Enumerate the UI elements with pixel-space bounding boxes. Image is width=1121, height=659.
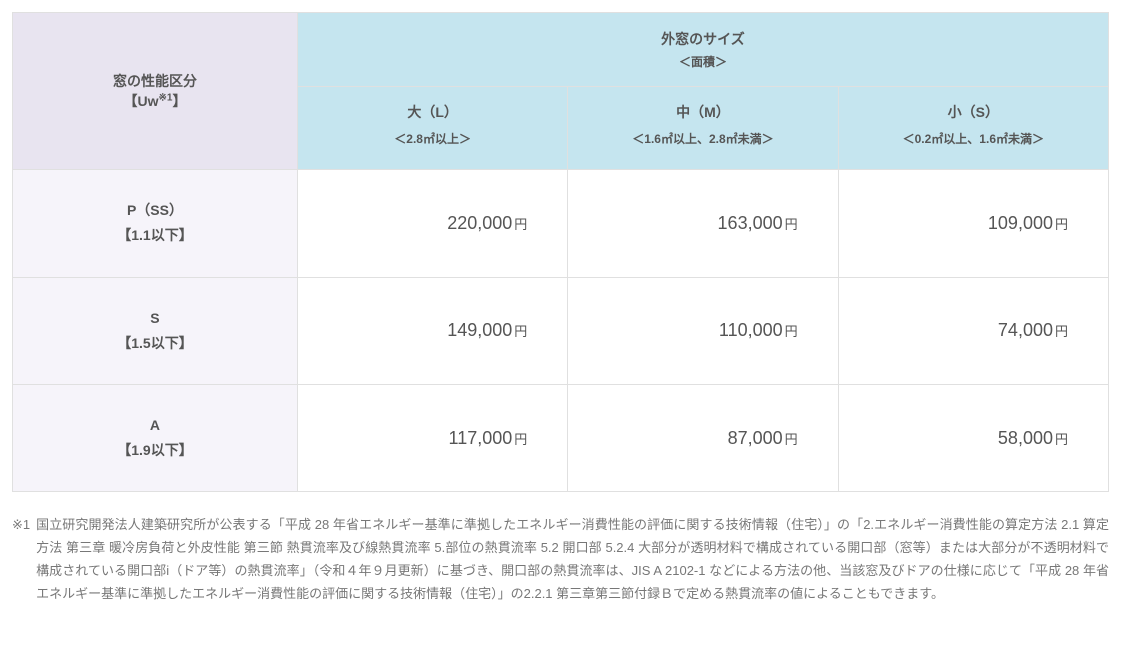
corner-header-line2: 【Uw※1】	[124, 93, 187, 109]
top-header: 外窓のサイズ ＜面積＞	[297, 13, 1108, 87]
corner-header-line1: 窓の性能区分	[113, 73, 197, 89]
price-cell: 58,000円	[838, 384, 1108, 491]
price-cell: 87,000円	[568, 384, 838, 491]
row-header-a: A 【1.9以下】	[13, 384, 298, 491]
col-header-large: 大（L） ＜2.8㎡以上＞	[297, 87, 567, 170]
price-cell: 110,000円	[568, 277, 838, 384]
footnote: ※1 国立研究開発法人建築研究所が公表する「平成 28 年省エネルギー基準に準拠…	[12, 514, 1109, 605]
footnote-mark: ※1	[12, 514, 30, 605]
pricing-table: 窓の性能区分 【Uw※1】 外窓のサイズ ＜面積＞ 大（L） ＜2.8㎡以上＞ …	[12, 12, 1109, 492]
row-header-s: S 【1.5以下】	[13, 277, 298, 384]
price-cell: 163,000円	[568, 170, 838, 277]
price-cell: 74,000円	[838, 277, 1108, 384]
top-header-line2: ＜面積＞	[308, 53, 1098, 70]
col-header-medium: 中（M） ＜1.6㎡以上、2.8㎡未満＞	[568, 87, 838, 170]
col-header-small: 小（S） ＜0.2㎡以上、1.6㎡未満＞	[838, 87, 1108, 170]
table-row: P（SS） 【1.1以下】 220,000円 163,000円 109,000円	[13, 170, 1109, 277]
corner-header: 窓の性能区分 【Uw※1】	[13, 13, 298, 170]
price-cell: 220,000円	[297, 170, 567, 277]
top-header-line1: 外窓のサイズ	[661, 31, 745, 47]
table-row: S 【1.5以下】 149,000円 110,000円 74,000円	[13, 277, 1109, 384]
price-cell: 109,000円	[838, 170, 1108, 277]
price-cell: 117,000円	[297, 384, 567, 491]
table-row: A 【1.9以下】 117,000円 87,000円 58,000円	[13, 384, 1109, 491]
price-cell: 149,000円	[297, 277, 567, 384]
footnote-text: 国立研究開発法人建築研究所が公表する「平成 28 年省エネルギー基準に準拠したエ…	[36, 514, 1109, 605]
row-header-p: P（SS） 【1.1以下】	[13, 170, 298, 277]
